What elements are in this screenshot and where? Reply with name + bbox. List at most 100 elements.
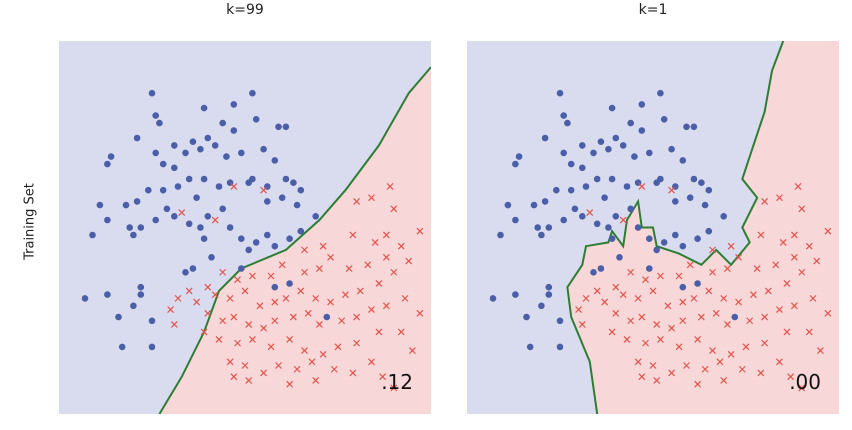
class-a-point xyxy=(653,246,660,254)
class-a-point xyxy=(571,205,579,213)
class-b-point xyxy=(709,246,716,254)
class-b-point xyxy=(761,339,769,347)
class-b-point xyxy=(397,328,405,336)
class-a-point xyxy=(223,153,230,160)
class-b-point xyxy=(319,242,327,250)
class-b-point xyxy=(697,313,705,321)
class-b-point xyxy=(379,373,387,381)
class-b-point xyxy=(679,298,687,306)
class-a-point xyxy=(646,235,653,242)
class-a-point xyxy=(545,291,553,298)
class-a-point xyxy=(698,179,705,186)
class-a-point xyxy=(130,302,137,310)
class-b-point xyxy=(668,369,676,377)
class-b-point xyxy=(241,362,249,369)
class-b-point xyxy=(720,377,728,384)
class-b-point xyxy=(315,265,323,272)
class-b-point xyxy=(608,328,616,336)
class-b-point xyxy=(727,242,735,250)
class-a-point xyxy=(590,149,597,157)
class-a-point xyxy=(690,175,698,183)
class-b-point xyxy=(315,321,323,328)
class-b-point xyxy=(634,358,642,366)
class-b-point xyxy=(761,197,769,205)
class-b-point xyxy=(720,294,728,302)
class-a-point xyxy=(538,231,545,239)
class-a-point xyxy=(705,227,713,235)
class-b-point xyxy=(174,294,182,302)
class-b-point xyxy=(824,309,832,317)
class-a-point xyxy=(152,216,159,224)
class-a-point xyxy=(560,149,567,157)
class-a-point xyxy=(672,198,679,205)
class-a-point xyxy=(252,116,260,123)
class-b-point xyxy=(683,362,690,369)
class-a-point xyxy=(271,157,279,164)
class-a-point xyxy=(608,235,616,242)
class-a-point xyxy=(219,205,226,213)
class-a-point xyxy=(211,142,219,149)
class-a-point xyxy=(579,164,586,172)
class-b-point xyxy=(783,280,791,287)
class-a-point xyxy=(638,101,646,108)
class-a-point xyxy=(171,164,178,172)
class-b-point xyxy=(353,339,361,347)
class-b-point xyxy=(345,265,353,272)
panel-title-k99: k=99 xyxy=(226,2,264,18)
class-b-point xyxy=(375,280,383,287)
class-a-point xyxy=(185,175,193,183)
class-a-point xyxy=(623,183,631,190)
class-b-point xyxy=(167,306,175,313)
class-b-point xyxy=(416,227,424,235)
class-a-point xyxy=(679,283,687,291)
class-a-point xyxy=(252,239,260,246)
class-b-point xyxy=(334,343,342,351)
plot-k1 xyxy=(467,41,839,414)
class-b-point xyxy=(694,380,702,388)
class-a-point xyxy=(137,224,145,231)
class-b-point xyxy=(234,339,241,347)
class-b-point xyxy=(342,291,349,299)
class-a-point xyxy=(579,142,586,149)
class-a-point xyxy=(286,280,293,287)
class-a-point xyxy=(182,269,189,276)
class-a-point xyxy=(115,313,122,321)
class-b-point xyxy=(349,369,357,377)
class-a-point xyxy=(512,216,519,224)
class-b-point xyxy=(353,197,361,205)
class-b-point xyxy=(241,287,249,295)
class-a-point xyxy=(245,246,252,254)
class-a-point xyxy=(690,123,698,131)
class-a-point xyxy=(323,313,331,321)
class-b-point xyxy=(230,373,238,381)
class-b-point xyxy=(397,242,405,250)
class-a-point xyxy=(104,216,111,224)
class-b-point xyxy=(798,268,806,276)
class-a-point xyxy=(130,231,137,239)
class-b-point xyxy=(249,335,256,343)
class-b-point xyxy=(286,335,294,343)
class-a-point xyxy=(705,186,713,194)
class-a-point xyxy=(290,179,297,186)
class-a-point xyxy=(597,138,605,145)
class-b-point xyxy=(790,253,798,261)
class-b-point xyxy=(204,283,212,291)
class-a-point xyxy=(189,265,197,272)
class-a-point xyxy=(627,205,634,213)
class-b-point xyxy=(230,313,238,321)
class-a-point xyxy=(96,201,104,209)
class-a-point xyxy=(271,283,279,291)
class-b-point xyxy=(794,183,802,190)
class-b-point xyxy=(790,302,798,310)
class-b-point xyxy=(408,347,416,355)
class-b-point xyxy=(716,358,724,366)
class-b-point xyxy=(234,276,241,284)
class-b-point xyxy=(690,294,698,302)
class-b-point xyxy=(382,302,390,310)
class-a-point xyxy=(152,149,159,157)
class-a-point xyxy=(104,160,111,168)
class-b-point xyxy=(735,298,742,306)
class-b-point xyxy=(178,209,186,217)
class-b-point xyxy=(809,294,817,302)
class-a-point xyxy=(271,242,279,250)
